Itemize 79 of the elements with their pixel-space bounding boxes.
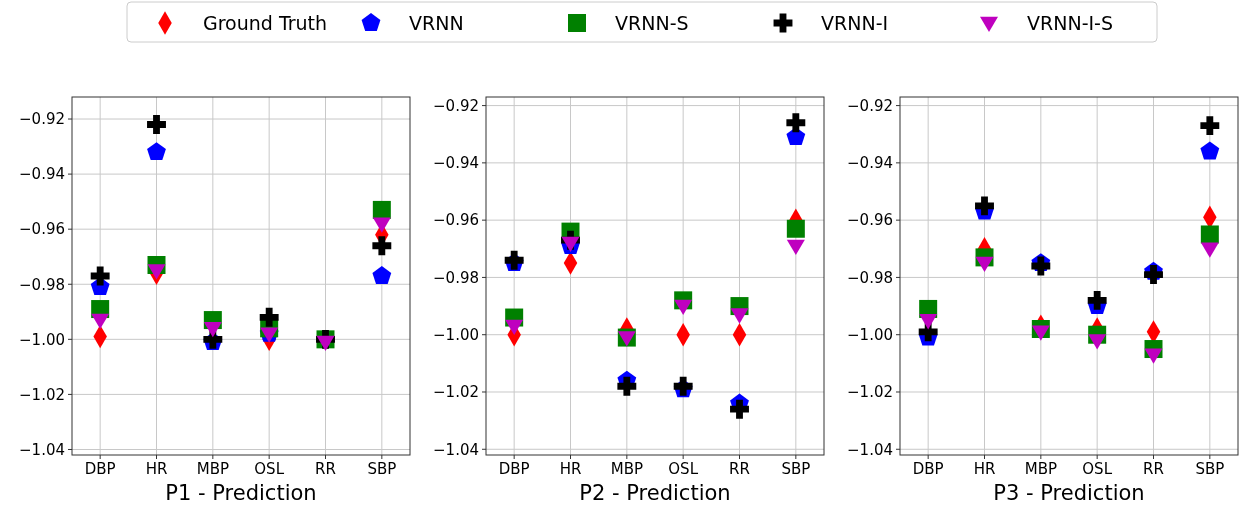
point [203,322,222,338]
y-tick-label: −0.92 [847,96,893,115]
point [147,264,166,280]
x-axis-title: P3 - Prediction [993,481,1145,505]
point [1087,290,1107,310]
x-tick-label: OSL [254,460,285,478]
x-tick-label: DBP [84,460,116,478]
y-tick-label: −1.04 [19,440,65,459]
x-tick-label: OSL [668,460,699,478]
point [674,299,693,316]
point [730,399,749,419]
point [91,313,110,330]
x-tick-label: SBP [781,460,811,478]
y-tick-label: −0.96 [433,211,479,230]
point [1144,348,1163,364]
y-tick-label: −1.00 [847,325,893,344]
y-tick-label: −0.98 [847,268,893,287]
x-tick-label: MBP [196,460,229,478]
point [919,314,938,330]
y-tick-label: −0.92 [19,110,65,129]
y-tick-label: −1.02 [19,385,65,404]
x-axis-title: P2 - Prediction [579,481,731,505]
point [1144,265,1163,285]
point [975,196,994,216]
point [372,236,392,256]
x-tick-label: SBP [1195,460,1225,478]
legend-label: VRNN [409,11,464,34]
x-tick-label: HR [145,460,168,478]
point [1200,116,1220,136]
y-tick-label: −0.94 [433,154,479,173]
y-tick-label: −0.94 [19,165,65,184]
point [1200,225,1219,244]
y-tick-label: −0.92 [433,96,479,115]
point [786,219,805,238]
x-tick-label: HR [973,460,996,478]
legend-label: Ground Truth [203,11,328,34]
x-tick-label: OSL [1082,460,1113,478]
point [730,308,749,324]
point [1200,141,1220,160]
x-tick-label: RR [315,460,336,478]
point [372,217,391,233]
y-tick-label: −0.98 [433,268,479,287]
point [147,115,166,134]
point [316,335,335,352]
point [617,376,637,396]
x-tick-label: SBP [367,460,397,478]
y-tick-label: −1.04 [847,440,893,459]
point [90,266,110,286]
point [147,142,166,161]
y-tick-label: −0.98 [19,275,65,294]
point [259,307,279,327]
point [975,256,994,273]
y-tick-label: −1.00 [19,330,65,349]
point [786,113,806,133]
x-tick-label: DBP [912,460,944,478]
point [1088,334,1107,350]
x-axis-title: P1 - Prediction [165,481,317,505]
point [372,266,392,285]
point [260,327,279,343]
y-tick-label: −1.00 [433,325,479,344]
y-tick-label: −1.02 [847,383,893,402]
point [505,319,524,336]
y-tick-label: −0.96 [847,211,893,230]
point [1031,325,1050,341]
legend-label: VRNN-I [821,11,889,34]
x-tick-label: RR [729,460,750,478]
x-tick-label: DBP [498,460,530,478]
legend-label: VRNN-I-S [1027,11,1114,34]
y-tick-label: −0.94 [847,154,893,173]
y-tick-label: −1.04 [433,440,479,459]
x-tick-label: HR [559,460,582,478]
y-tick-label: −0.96 [19,220,65,239]
x-tick-label: RR [1143,460,1164,478]
legend-label: VRNN-S [615,11,689,34]
point [1200,242,1219,258]
point [786,239,805,255]
x-tick-label: MBP [610,460,643,478]
y-tick-label: −1.02 [433,383,479,402]
x-tick-label: MBP [1024,460,1057,478]
